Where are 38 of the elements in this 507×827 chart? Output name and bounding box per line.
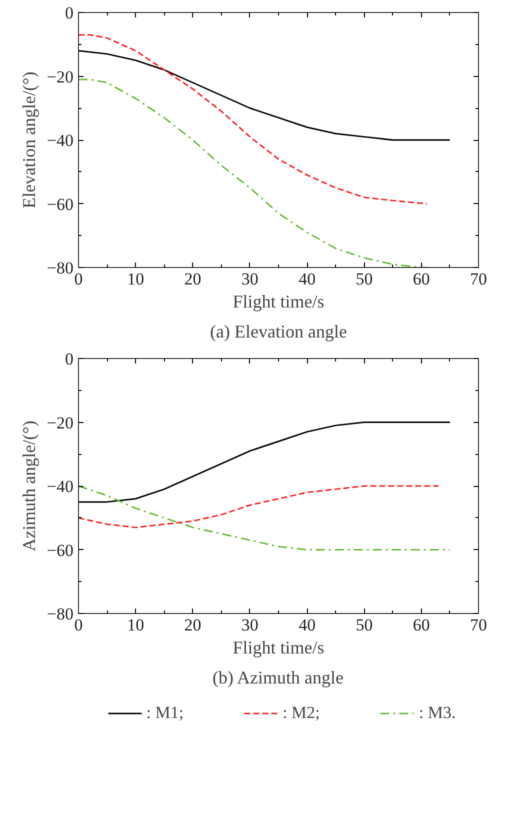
y-tick-label: −20 — [46, 67, 74, 86]
x-tick-label: 30 — [241, 270, 258, 288]
legend-label: : M2; — [282, 703, 320, 723]
line-series — [78, 50, 451, 141]
x-axis-title: Flight time/s — [232, 292, 324, 312]
y-tick-label: −60 — [46, 540, 74, 560]
y-tick-label: −80 — [46, 604, 74, 624]
y-tick-label: 0 — [65, 4, 74, 22]
x-tick-label: 70 — [470, 616, 487, 634]
y-tick-label: −40 — [46, 477, 74, 496]
x-tick-label: 30 — [241, 616, 258, 634]
x-tick-label: 20 — [184, 616, 202, 634]
x-tick-label: 20 — [184, 270, 202, 288]
x-tick-label: 60 — [412, 270, 430, 288]
legend-label: : M1; — [146, 703, 184, 723]
x-tick-label: 50 — [356, 270, 373, 288]
y-tick-label: −40 — [46, 131, 74, 150]
line-series — [78, 485, 451, 550]
y-tick-label: −20 — [46, 413, 74, 432]
x-tick-label: 40 — [298, 616, 316, 634]
y-tick-label: −80 — [46, 258, 74, 278]
x-tick-label: 60 — [412, 616, 430, 634]
line-series — [78, 485, 440, 528]
y-axis-title: Elevation angle/(°) — [18, 72, 39, 208]
y-tick-label: −60 — [46, 194, 74, 214]
text: (b) Azimuth angle — [212, 668, 344, 688]
x-tick-label: 50 — [356, 616, 373, 634]
x-tick-label: 10 — [127, 270, 144, 288]
x-tick-label: 10 — [127, 616, 144, 634]
line-series — [78, 422, 451, 503]
legend-label: : M3. — [418, 703, 456, 723]
x-axis-title: Flight time/s — [232, 638, 324, 658]
line-series — [78, 34, 428, 204]
y-axis-title: Azimuth angle/(°) — [18, 420, 39, 552]
y-tick-label: 0 — [65, 350, 74, 368]
x-tick-label: 40 — [298, 270, 316, 288]
text: (a) Elevation angle — [210, 322, 347, 342]
x-tick-label: 70 — [470, 270, 487, 288]
